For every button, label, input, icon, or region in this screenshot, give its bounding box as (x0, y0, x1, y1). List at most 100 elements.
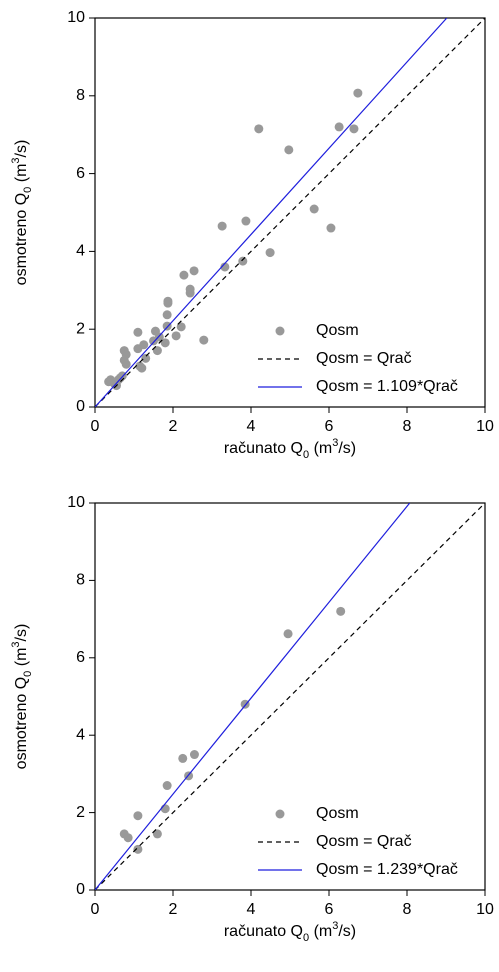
point (121, 359, 131, 369)
y-tick-label: 6 (76, 165, 85, 182)
label-part: /s) (338, 923, 356, 940)
point (238, 256, 248, 266)
y-tick-label: 0 (76, 881, 85, 898)
point (141, 353, 151, 363)
legend-label: Qosm (316, 805, 359, 822)
label-part: 0 (303, 449, 309, 461)
point (160, 338, 170, 348)
label-part: osmotreno Q (13, 677, 30, 769)
point (133, 327, 143, 337)
label-part: 0 (22, 187, 34, 193)
x-tick-label: 8 (403, 901, 412, 918)
y-tick-label: 6 (76, 649, 85, 666)
plot-area (95, 503, 485, 890)
label-part: /s) (13, 624, 30, 642)
point (309, 204, 319, 214)
point (185, 284, 195, 294)
point (336, 606, 346, 616)
label-part: 0 (22, 671, 34, 677)
point (178, 753, 188, 763)
point (254, 124, 264, 134)
label-part: 0 (303, 932, 309, 944)
x-tick-label: 4 (247, 901, 256, 918)
point (217, 221, 227, 231)
point (189, 750, 199, 760)
plot-area (95, 18, 485, 407)
fit-line (95, 18, 448, 407)
point (176, 322, 186, 332)
x-tick-label: 0 (91, 418, 100, 435)
x-axis-label: računato Q0 (m3/s) (224, 437, 356, 461)
legend-marker (275, 326, 285, 336)
x-tick-label: 6 (325, 901, 334, 918)
legend-marker (275, 809, 285, 819)
x-tick-label: 10 (476, 418, 494, 435)
x-tick-label: 4 (247, 418, 256, 435)
point (123, 833, 133, 843)
label-part: 3 (10, 641, 22, 647)
label-part: (m (13, 164, 30, 187)
y-tick-label: 0 (76, 398, 85, 415)
point (137, 363, 147, 373)
point (121, 349, 131, 359)
label-part: 3 (332, 920, 338, 932)
fit-line (95, 18, 485, 407)
point (179, 270, 189, 280)
y-tick-label: 8 (76, 572, 85, 589)
point (139, 340, 149, 350)
point (160, 804, 170, 814)
label-part: osmotreno Q (13, 193, 30, 285)
fit-line (95, 503, 411, 890)
fit-line (95, 503, 485, 890)
y-axis-label: osmotreno Q0 (m3/s) (10, 624, 34, 770)
point (189, 266, 199, 276)
y-tick-label: 2 (76, 804, 85, 821)
label-part: računato Q (224, 923, 303, 940)
point (171, 331, 181, 341)
point (133, 844, 143, 854)
x-tick-label: 2 (169, 901, 178, 918)
label-part: računato Q (224, 440, 303, 457)
x-tick-label: 10 (476, 901, 494, 918)
point (162, 781, 172, 791)
x-tick-label: 2 (169, 418, 178, 435)
legend-label: Qosm = 1.109*Qrač (316, 378, 458, 395)
legend-label: Qosm (316, 322, 359, 339)
point (284, 145, 294, 155)
point (162, 310, 172, 320)
plot-frame (94, 17, 486, 408)
label-part: 3 (10, 157, 22, 163)
point (334, 122, 344, 132)
legend-label: Qosm = Qrač (316, 833, 412, 850)
legend-label: Qosm = 1.239*Qrač (316, 861, 458, 878)
x-tick-label: 8 (403, 418, 412, 435)
label-part: /s) (13, 140, 30, 158)
point (133, 811, 143, 821)
y-axis-label: osmotreno Q0 (m3/s) (10, 140, 34, 286)
point (349, 124, 359, 134)
point (199, 335, 209, 345)
point (241, 216, 251, 226)
point (163, 296, 173, 306)
y-tick-label: 8 (76, 87, 85, 104)
x-axis-label: računato Q0 (m3/s) (224, 920, 356, 944)
label-part: /s) (338, 440, 356, 457)
point (283, 629, 293, 639)
label-part: (m (309, 440, 332, 457)
y-tick-label: 4 (76, 243, 85, 260)
label-part: (m (309, 923, 332, 940)
x-tick-label: 0 (91, 901, 100, 918)
point (265, 248, 275, 258)
label-part: (m (13, 648, 30, 671)
y-tick-label: 2 (76, 320, 85, 337)
y-tick-label: 10 (67, 494, 85, 511)
plot-frame (94, 502, 486, 891)
point (220, 262, 230, 272)
point (154, 332, 164, 342)
y-tick-label: 4 (76, 726, 85, 743)
point (353, 88, 363, 98)
